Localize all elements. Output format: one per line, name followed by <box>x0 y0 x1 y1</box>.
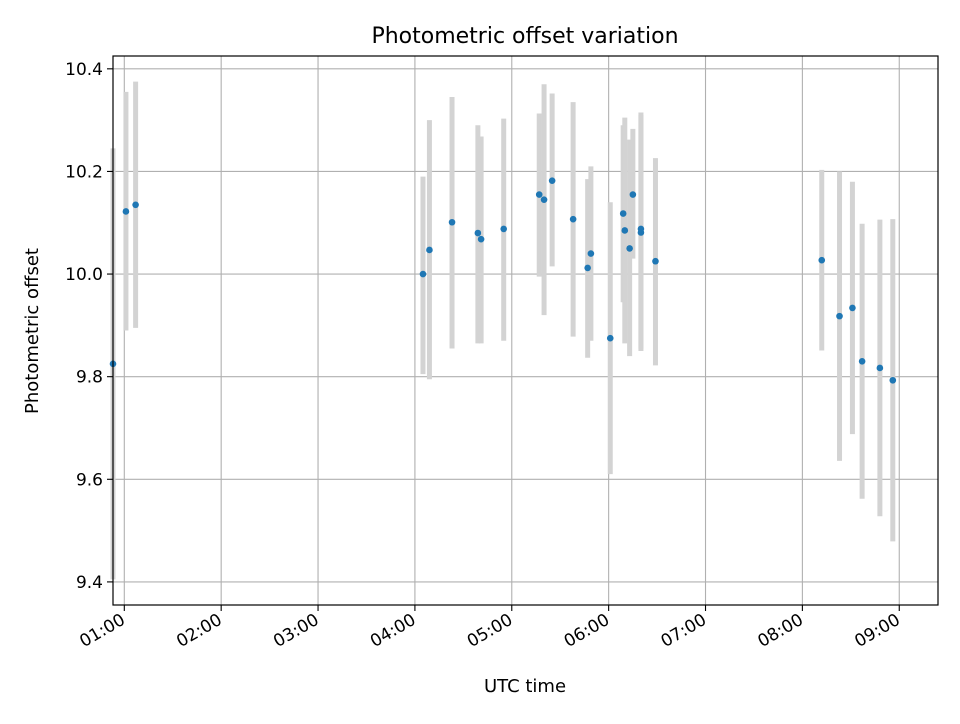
y-tick-label: 10.2 <box>65 162 103 182</box>
data-point <box>448 218 456 226</box>
plot-frame <box>112 55 939 606</box>
data-point <box>535 191 543 198</box>
data-point <box>626 245 633 252</box>
y-tick-label: 10.0 <box>65 265 103 285</box>
data-point <box>548 177 556 184</box>
data-point <box>500 225 508 233</box>
data-point <box>540 196 548 203</box>
data-point <box>889 376 897 384</box>
y-tick-label: 9.6 <box>76 470 103 490</box>
data-point <box>584 264 591 272</box>
data-point <box>629 191 637 198</box>
data-point <box>621 227 629 234</box>
data-point <box>569 215 577 223</box>
y-tick-label: 9.4 <box>76 573 103 593</box>
error-bars <box>110 81 896 580</box>
x-tick-label: 04:00 <box>367 610 419 652</box>
y-tick-label: 10.4 <box>65 60 103 80</box>
data-point <box>477 235 485 243</box>
x-tick-label: 05:00 <box>464 610 516 652</box>
x-tick-label: 02:00 <box>173 610 225 652</box>
x-tick-label: 01:00 <box>76 610 128 652</box>
data-point <box>132 201 139 209</box>
y-tick-label: 9.8 <box>76 368 103 388</box>
x-axis-label: UTC time <box>484 676 566 697</box>
x-tick-label: 07:00 <box>658 610 710 652</box>
data-point <box>849 304 856 312</box>
y-axis-ticks: 9.4 9.6 9.8 10.0 10.2 10.4 <box>65 60 113 593</box>
grid <box>113 56 938 605</box>
data-point <box>858 357 866 365</box>
data-point <box>836 312 843 320</box>
x-axis-ticks: 01:00 02:00 03:00 04:00 05:00 06:00 07:00 08:00… <box>76 605 904 652</box>
data-point <box>619 210 627 217</box>
x-tick-label: 03:00 <box>270 610 322 652</box>
x-tick-label: 06:00 <box>561 610 613 652</box>
data-point <box>652 257 659 265</box>
data-point <box>122 208 130 215</box>
y-axis-label: Photometric offset <box>22 248 43 414</box>
data-point <box>587 250 595 257</box>
data-point <box>876 364 884 372</box>
data-point <box>474 229 482 237</box>
data-point <box>606 334 614 342</box>
data-point <box>419 270 427 278</box>
data-point <box>818 256 826 264</box>
data-point <box>426 246 433 254</box>
data-points <box>109 177 897 384</box>
x-tick-label: 08:00 <box>754 610 806 652</box>
data-point <box>637 229 645 236</box>
chart-title: Photometric offset variation <box>371 24 678 49</box>
x-tick-label: 09:00 <box>851 610 903 652</box>
